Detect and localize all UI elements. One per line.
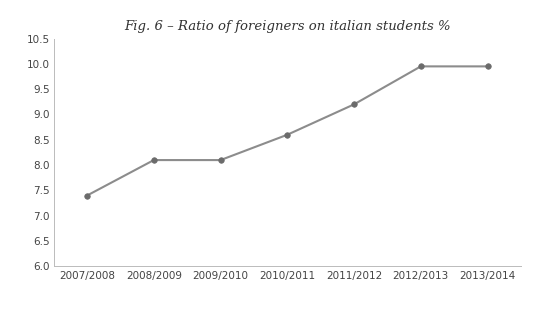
- Title: Fig. 6 – Ratio of foreigners on italian students %: Fig. 6 – Ratio of foreigners on italian …: [124, 20, 451, 33]
